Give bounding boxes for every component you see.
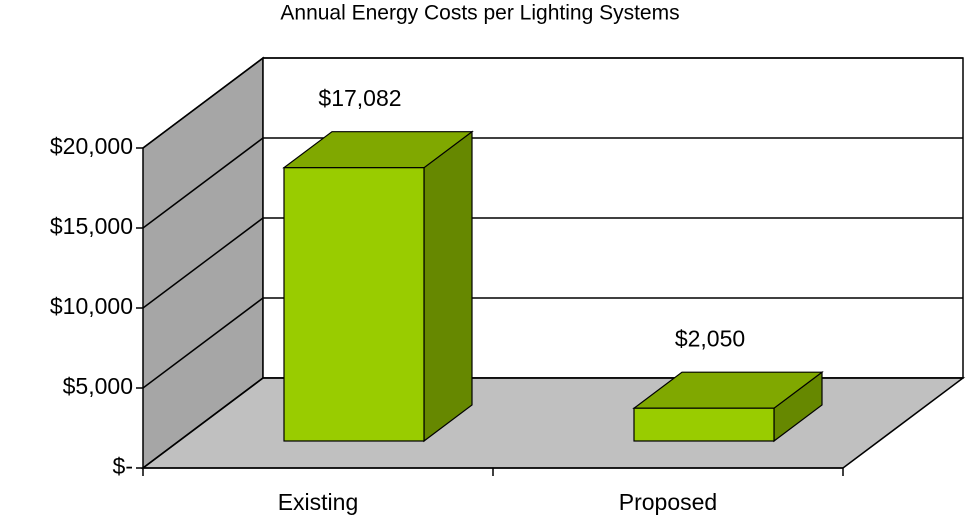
y-tick-label: $10,000	[50, 293, 133, 319]
x-tick-label: Proposed	[619, 489, 717, 515]
y-tick-label: $-	[113, 453, 133, 479]
floor	[140, 377, 966, 469]
y-tick-label: $20,000	[50, 133, 133, 159]
bar	[633, 407, 775, 442]
x-tick-label: Existing	[278, 489, 359, 515]
grid-line	[142, 57, 264, 149]
data-label: $2,050	[675, 325, 745, 351]
grid-line	[142, 377, 264, 469]
bar	[283, 167, 425, 442]
data-label: $17,082	[318, 85, 401, 111]
bar-side	[423, 130, 473, 443]
y-tick-label: $15,000	[50, 213, 133, 239]
y-tick-label: $5,000	[63, 373, 133, 399]
grid-line	[142, 137, 264, 229]
grid-line	[142, 297, 264, 389]
chart-title: Annual Energy Costs per Lighting Systems	[280, 2, 679, 25]
grid-line	[142, 217, 264, 309]
